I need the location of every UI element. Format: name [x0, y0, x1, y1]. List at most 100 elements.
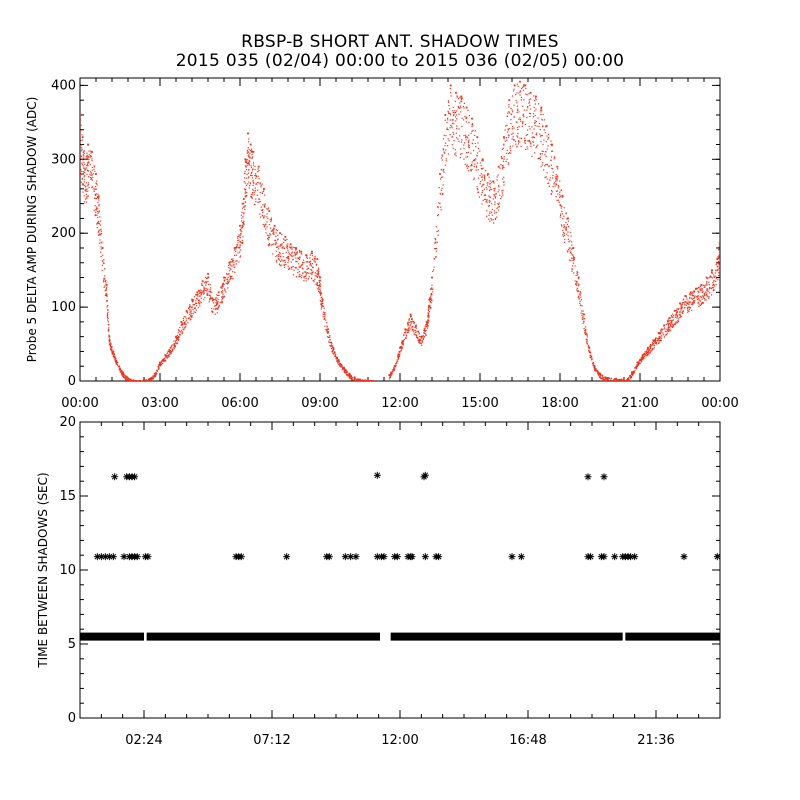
data-point — [411, 319, 413, 321]
data-point — [568, 248, 570, 251]
data-point — [684, 300, 686, 303]
data-point — [471, 168, 473, 170]
data-point — [270, 220, 272, 223]
data-point — [472, 124, 474, 126]
data-point — [109, 347, 112, 349]
data-point — [680, 308, 683, 310]
data-point — [193, 296, 196, 298]
data-point — [433, 266, 435, 268]
data-point — [116, 361, 119, 364]
data-point — [294, 266, 296, 269]
data-point — [489, 211, 491, 213]
data-point — [260, 184, 262, 186]
data-point — [258, 201, 260, 203]
data-point — [633, 371, 635, 373]
data-point — [580, 296, 582, 298]
data-point — [93, 168, 95, 170]
data-point — [680, 307, 682, 309]
data-point — [313, 257, 315, 260]
data-point — [659, 336, 662, 338]
data-point — [95, 188, 97, 190]
data-point — [154, 375, 156, 377]
data-point — [463, 107, 465, 109]
data-point — [455, 155, 457, 157]
data-point — [539, 153, 541, 155]
data-point — [649, 350, 651, 352]
data-point — [516, 105, 518, 107]
data-point — [279, 245, 281, 247]
data-point — [111, 473, 119, 481]
data-point — [586, 334, 588, 336]
data-point — [241, 227, 243, 229]
data-point — [494, 203, 496, 205]
data-point — [546, 163, 548, 165]
data-point — [220, 301, 222, 303]
data-point — [324, 311, 326, 314]
data-point — [550, 143, 552, 145]
data-point — [431, 284, 433, 286]
data-point — [461, 152, 463, 155]
data-point — [532, 116, 535, 118]
data-point — [335, 354, 337, 356]
data-point — [523, 109, 526, 111]
data-point — [261, 192, 264, 194]
data-point — [249, 161, 251, 163]
data-point — [488, 190, 491, 192]
data-point — [215, 302, 217, 304]
data-point — [109, 339, 111, 341]
data-point — [503, 156, 505, 158]
data-point — [555, 178, 557, 180]
data-point — [525, 148, 527, 151]
data-point — [87, 144, 89, 146]
data-point — [86, 163, 89, 165]
data-point — [87, 182, 89, 184]
data-point — [339, 365, 341, 367]
data-point — [524, 139, 526, 142]
data-point — [676, 315, 678, 317]
data-point — [309, 257, 311, 259]
data-point — [646, 350, 648, 352]
data-point — [200, 293, 202, 295]
data-point — [243, 198, 245, 200]
data-point — [473, 159, 475, 162]
data-point — [493, 187, 495, 190]
data-point — [317, 268, 319, 270]
data-point — [198, 290, 200, 292]
data-point — [467, 137, 469, 139]
data-point — [290, 254, 292, 256]
data-point — [502, 194, 504, 196]
data-point — [347, 375, 349, 377]
data-point — [713, 284, 715, 286]
data-point — [112, 355, 114, 357]
data-point — [640, 359, 642, 362]
data-point — [718, 272, 720, 274]
data-point — [702, 296, 704, 298]
data-point — [453, 140, 455, 142]
data-point — [82, 151, 84, 153]
data-point — [448, 104, 450, 107]
data-point — [430, 293, 432, 295]
data-point — [181, 323, 183, 325]
data-point — [138, 380, 140, 381]
data-point — [660, 339, 662, 342]
data-point — [511, 95, 514, 97]
data-point — [491, 208, 494, 211]
data-point — [411, 320, 413, 323]
data-point — [326, 322, 328, 324]
data-point — [265, 232, 267, 234]
data-point — [586, 343, 588, 345]
data-point — [476, 165, 478, 167]
data-point — [513, 84, 516, 87]
data-point — [206, 292, 208, 294]
data-point — [284, 239, 287, 242]
data-point — [528, 140, 530, 142]
data-point — [173, 342, 175, 345]
data-point — [468, 115, 471, 117]
data-point — [168, 349, 170, 351]
data-point — [316, 258, 319, 260]
data-point — [554, 185, 556, 187]
data-point — [253, 182, 255, 184]
data-point — [651, 349, 653, 351]
data-point — [408, 326, 410, 329]
data-point — [463, 102, 466, 104]
